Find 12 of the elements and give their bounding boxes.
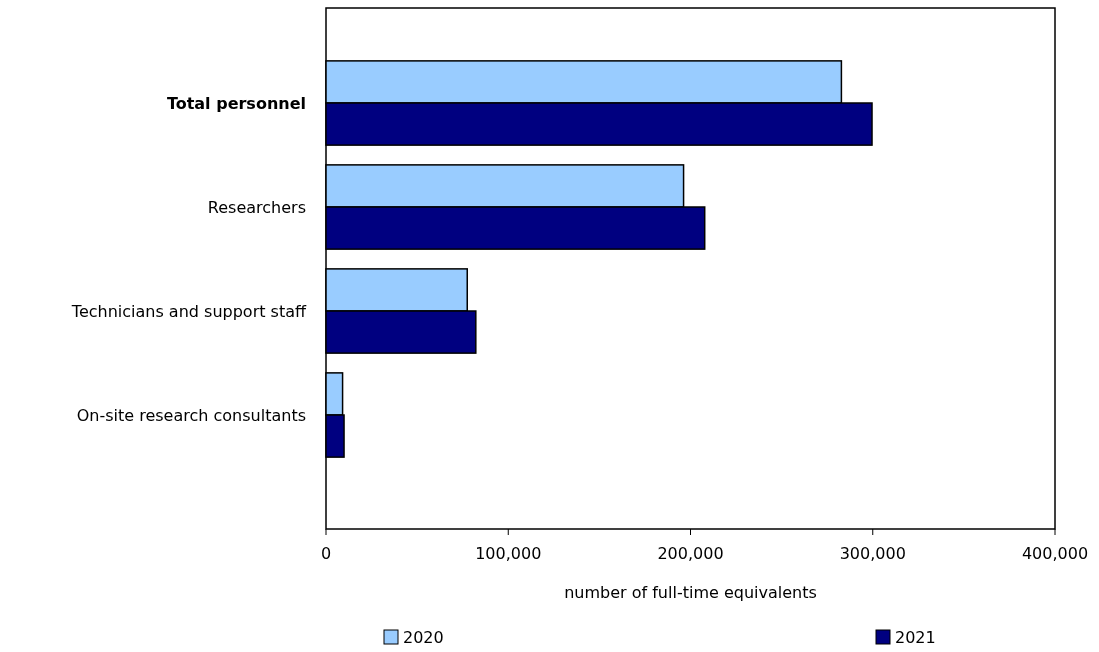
y-tick-label: Total personnel bbox=[166, 94, 306, 113]
legend-label: 2021 bbox=[895, 628, 936, 647]
x-tick-label: 400,000 bbox=[1021, 544, 1089, 563]
y-tick-label: Researchers bbox=[207, 198, 306, 217]
x-tick-label: 200,000 bbox=[657, 544, 724, 563]
x-tick-label: 100,000 bbox=[475, 544, 542, 563]
x-tick-label: 0 bbox=[320, 544, 332, 563]
x-axis-title: number of full-time equivalents bbox=[564, 583, 817, 602]
y-tick-label: On-site research consultants bbox=[76, 406, 306, 425]
legend-label: 2020 bbox=[403, 628, 444, 647]
x-tick-label: 300,000 bbox=[839, 544, 906, 563]
y-tick-label: Technicians and support staff bbox=[70, 302, 307, 321]
